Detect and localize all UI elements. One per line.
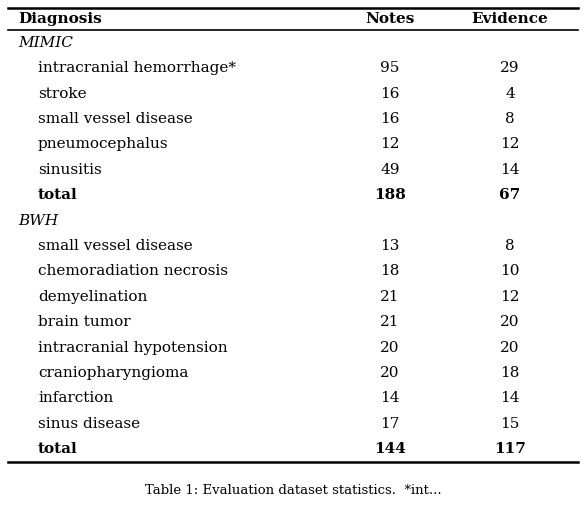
Text: intracranial hypotension: intracranial hypotension bbox=[38, 340, 227, 355]
Text: MIMIC: MIMIC bbox=[18, 36, 73, 50]
Text: 18: 18 bbox=[380, 264, 400, 279]
Text: 49: 49 bbox=[380, 163, 400, 177]
Text: 95: 95 bbox=[380, 61, 400, 75]
Text: sinus disease: sinus disease bbox=[38, 417, 140, 431]
Text: 16: 16 bbox=[380, 112, 400, 126]
Text: 188: 188 bbox=[374, 188, 406, 202]
Text: sinusitis: sinusitis bbox=[38, 163, 102, 177]
Text: total: total bbox=[38, 188, 78, 202]
Text: small vessel disease: small vessel disease bbox=[38, 112, 193, 126]
Text: craniopharyngioma: craniopharyngioma bbox=[38, 366, 188, 380]
Text: 15: 15 bbox=[500, 417, 520, 431]
Text: 21: 21 bbox=[380, 315, 400, 329]
Text: 8: 8 bbox=[505, 112, 515, 126]
Text: 18: 18 bbox=[500, 366, 520, 380]
Text: 117: 117 bbox=[494, 442, 526, 456]
Text: 14: 14 bbox=[380, 392, 400, 406]
Text: brain tumor: brain tumor bbox=[38, 315, 131, 329]
Text: 20: 20 bbox=[500, 340, 520, 355]
Text: 12: 12 bbox=[380, 137, 400, 152]
Text: total: total bbox=[38, 442, 78, 456]
Text: Diagnosis: Diagnosis bbox=[18, 12, 102, 26]
Text: 29: 29 bbox=[500, 61, 520, 75]
Text: 12: 12 bbox=[500, 290, 520, 304]
Text: intracranial hemorrhage*: intracranial hemorrhage* bbox=[38, 61, 236, 75]
Text: chemoradiation necrosis: chemoradiation necrosis bbox=[38, 264, 228, 279]
Text: 12: 12 bbox=[500, 137, 520, 152]
Text: 20: 20 bbox=[500, 315, 520, 329]
Text: 16: 16 bbox=[380, 87, 400, 100]
Text: 8: 8 bbox=[505, 239, 515, 253]
Text: stroke: stroke bbox=[38, 87, 87, 100]
Text: demyelination: demyelination bbox=[38, 290, 147, 304]
Text: 144: 144 bbox=[374, 442, 406, 456]
Text: 20: 20 bbox=[380, 340, 400, 355]
Text: 13: 13 bbox=[380, 239, 400, 253]
Text: infarction: infarction bbox=[38, 392, 113, 406]
Text: Table 1: Evaluation dataset statistics.  *int...: Table 1: Evaluation dataset statistics. … bbox=[145, 484, 441, 498]
Text: 14: 14 bbox=[500, 163, 520, 177]
Text: BWH: BWH bbox=[18, 214, 58, 228]
Text: 20: 20 bbox=[380, 366, 400, 380]
Text: 21: 21 bbox=[380, 290, 400, 304]
Text: pneumocephalus: pneumocephalus bbox=[38, 137, 169, 152]
Text: Evidence: Evidence bbox=[472, 12, 548, 26]
Text: 14: 14 bbox=[500, 392, 520, 406]
Text: Notes: Notes bbox=[365, 12, 415, 26]
Text: 10: 10 bbox=[500, 264, 520, 279]
Text: 4: 4 bbox=[505, 87, 515, 100]
Text: small vessel disease: small vessel disease bbox=[38, 239, 193, 253]
Text: 67: 67 bbox=[499, 188, 520, 202]
Text: 17: 17 bbox=[380, 417, 400, 431]
